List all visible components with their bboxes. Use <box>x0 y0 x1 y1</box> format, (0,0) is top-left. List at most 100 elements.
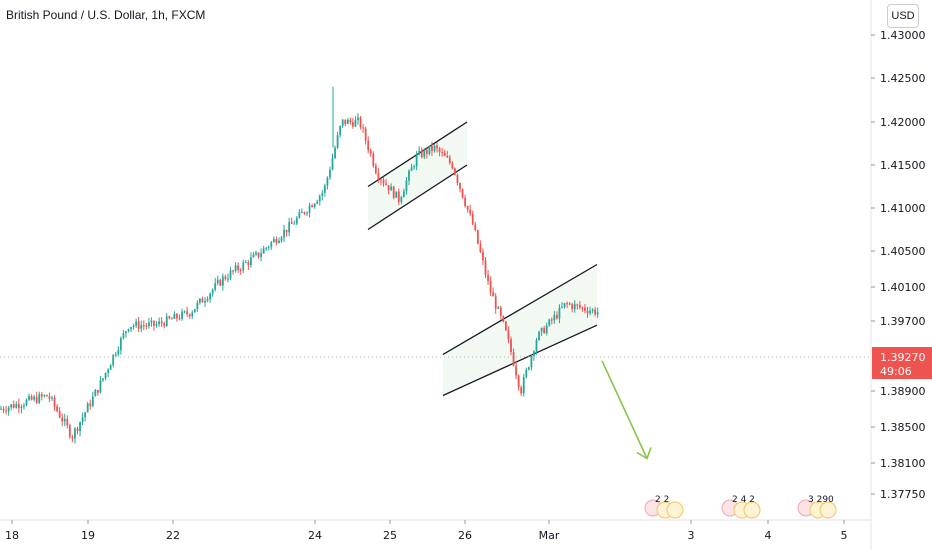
candle-body <box>596 312 599 315</box>
projection-arrow[interactable] <box>601 360 648 459</box>
candle-body <box>117 350 120 355</box>
candle-body <box>530 355 533 368</box>
candle-body <box>341 119 344 126</box>
projection-arrow-head <box>636 447 652 460</box>
event-marker[interactable]: 2 2 <box>644 495 684 519</box>
candle-body <box>242 262 245 271</box>
candle-body <box>505 321 507 331</box>
candle-body <box>267 246 270 248</box>
candle-body <box>390 186 393 191</box>
event-marker[interactable]: 3 290 <box>797 495 837 519</box>
candle-body <box>33 396 36 400</box>
candle-body <box>413 166 415 168</box>
candle-body <box>334 147 336 158</box>
candle-body <box>122 333 125 339</box>
candle-body <box>538 331 540 341</box>
candle-body <box>84 412 87 418</box>
candle-body <box>107 369 109 373</box>
candle-body <box>484 260 487 275</box>
candle-body <box>61 417 64 422</box>
currency-button[interactable]: USD <box>887 4 919 28</box>
channel-fill <box>443 264 597 396</box>
candle-body <box>415 154 418 167</box>
candle-body <box>112 354 115 366</box>
candle-body <box>53 397 56 407</box>
candle-body <box>283 229 285 238</box>
candle-body <box>311 205 313 208</box>
candle-body <box>186 311 189 315</box>
event-marker[interactable]: 2 4 2 <box>721 495 761 519</box>
candle-body <box>540 327 543 332</box>
candle-body <box>74 428 76 439</box>
candle-body <box>188 314 191 317</box>
candle-body <box>589 310 591 314</box>
candle-body <box>476 230 479 244</box>
y-tick-label: 1.40500 <box>880 245 926 258</box>
candle-body <box>459 183 461 189</box>
candle-body <box>364 128 367 141</box>
candle-body <box>349 119 352 123</box>
event-count: 2 2 <box>655 495 669 505</box>
candle-body <box>382 180 385 184</box>
candle-body <box>132 325 135 327</box>
candle-body <box>303 212 306 214</box>
candle-body <box>344 119 347 125</box>
candle-body <box>372 153 375 166</box>
candle-body <box>586 310 589 314</box>
candle-body <box>114 354 117 356</box>
candle-body <box>104 372 107 379</box>
candle-body <box>308 205 311 213</box>
x-tick-label: 18 <box>5 529 19 542</box>
candle-body <box>578 305 581 308</box>
candle-body <box>89 403 92 407</box>
candle-body <box>66 418 69 426</box>
countdown-label: 49:06 <box>880 365 912 378</box>
candle-body <box>76 428 79 432</box>
time-axis[interactable]: 18 19 22 24 25 26 Mar 3 4 5 <box>5 520 848 542</box>
economic-events: 2 2 2 4 2 3 290 <box>644 495 837 519</box>
candle-body <box>293 223 296 225</box>
candle-body <box>99 380 102 393</box>
candle-body <box>362 127 364 129</box>
y-tick-label: 1.41000 <box>880 202 926 215</box>
candle-body <box>234 265 237 271</box>
candle-body <box>94 389 97 397</box>
candle-body <box>438 148 441 153</box>
candle-body <box>181 311 183 319</box>
candle-body <box>298 212 301 218</box>
candle-body <box>204 300 206 303</box>
candle-body <box>17 403 20 409</box>
candle-body <box>571 304 574 309</box>
candle-body <box>443 152 446 156</box>
candle-body <box>155 324 158 326</box>
y-tick-label: 1.38100 <box>880 457 926 470</box>
candle-body <box>91 396 94 407</box>
candle-body <box>487 274 489 281</box>
price-axis[interactable]: 1.43000 1.42500 1.42000 1.41500 1.41000 1.405… <box>871 29 932 501</box>
candle-body <box>209 293 211 300</box>
candle-body <box>148 322 150 326</box>
channel-upper-line[interactable] <box>442 263 598 356</box>
y-tick-label: 1.42000 <box>880 116 926 129</box>
candle-body <box>97 389 99 393</box>
candle-body <box>510 339 512 353</box>
candle-body <box>515 365 517 376</box>
candle-body <box>23 405 25 407</box>
candle-body <box>377 173 380 180</box>
candle-body <box>158 321 160 325</box>
candle-body <box>130 326 132 330</box>
channel-lower-line[interactable] <box>367 164 468 231</box>
candle-body <box>512 352 515 366</box>
candle-body <box>229 270 232 279</box>
channel-lower-line[interactable] <box>442 324 598 397</box>
candle-body <box>278 240 280 243</box>
candle-body <box>464 197 466 207</box>
candle-body <box>441 152 444 154</box>
candle-body <box>471 213 474 225</box>
candle-body <box>525 369 528 377</box>
candle-body <box>28 396 30 400</box>
candle-body <box>387 184 390 191</box>
candle-body <box>165 316 168 327</box>
candle-body <box>436 145 438 149</box>
